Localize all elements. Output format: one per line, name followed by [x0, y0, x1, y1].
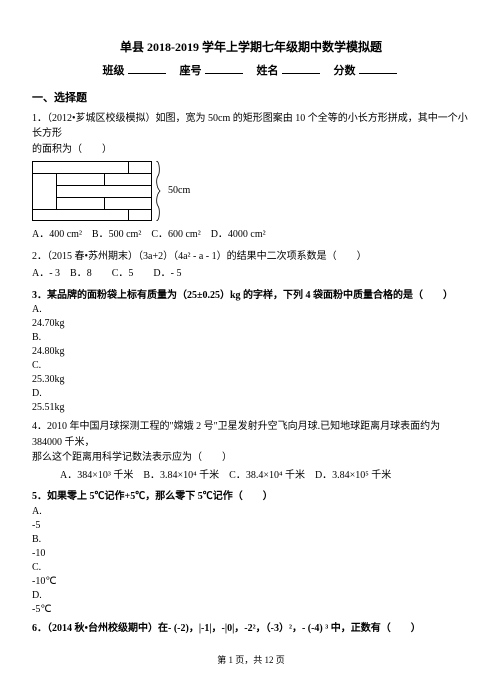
q1-brace [154, 161, 162, 221]
section-heading-1: 一、选择题 [32, 90, 470, 107]
q5-optA-label: A. [32, 505, 470, 519]
q3-optA-label: A. [32, 303, 470, 317]
name-blank [282, 63, 320, 74]
question-5: 5．如果零上 5℃记作+5℃，那么零下 5℃记作（ ） A. -5 B. -10… [32, 489, 470, 617]
seat-label: 座号 [180, 65, 202, 77]
q5-optD: -5℃ [32, 603, 470, 617]
q5-optD-label: D. [32, 589, 470, 603]
q3-stem: 3．某品牌的面粉袋上标有质量为（25±0.25）kg 的字样，下列 4 袋面粉中… [32, 288, 470, 304]
q1-vline-4 [104, 173, 105, 185]
q4-stem-b: 那么这个距离用科学记数法表示应为（ ） [32, 450, 470, 466]
q1-vline-1 [56, 173, 57, 209]
q3-optB-label: B. [32, 331, 470, 345]
q3-optD-label: D. [32, 387, 470, 401]
q2-options: A．- 3 B．8 C．5 D．- 5 [32, 266, 470, 282]
q5-optB: -10 [32, 547, 470, 561]
q1-rect-outer [32, 161, 152, 221]
brace-icon [154, 161, 162, 221]
q1-stem-b: 的面积为（ ） [32, 142, 470, 158]
q5-optA: -5 [32, 519, 470, 533]
q1-hline-4 [32, 209, 152, 210]
seat-blank [205, 63, 243, 74]
question-6: 6．（2014 秋•台州校级期中）在- (-2)，|-1|，-|0|，-2²，（… [32, 621, 470, 637]
q1-options: A．400 cm² B．500 cm² C．600 cm² D．4000 cm² [32, 227, 470, 243]
header-line: 班级 座号 姓名 分数 [32, 63, 470, 80]
class-blank [128, 63, 166, 74]
q3-optC-label: C. [32, 359, 470, 373]
q1-stem-a: 1．（2012•芗城区校级模拟）如图，宽为 50cm 的矩形图案由 10 个全等… [32, 111, 470, 142]
q3-optB: 24.80kg [32, 345, 470, 359]
score-label: 分数 [334, 65, 356, 77]
q1-hline-2 [56, 185, 152, 186]
q4-stem-a: 4．2010 年中国月球探测工程的"嫦娥 2 号"卫星发射升空飞向月球.已知地球… [32, 419, 470, 450]
q4-options: A．384×10³ 千米 B．3.84×10⁴ 千米 C．38.4×10⁴ 千米… [32, 468, 470, 484]
q2-stem: 2．（2015 春•苏州期末）（3a+2）（4a² - a - 1）的结果中二次… [32, 249, 470, 265]
page-title: 单县 2018-2019 学年上学期七年级期中数学模拟题 [32, 38, 470, 57]
page-footer: 第 1 页，共 12 页 [32, 654, 470, 668]
q3-optD: 25.51kg [32, 401, 470, 415]
q1-vline-3 [128, 209, 129, 221]
q1-hline-1 [32, 173, 152, 174]
question-2: 2．（2015 春•苏州期末）（3a+2）（4a² - a - 1）的结果中二次… [32, 249, 470, 282]
q3-optA: 24.70kg [32, 317, 470, 331]
score-blank [359, 63, 397, 74]
name-label: 姓名 [257, 65, 279, 77]
q1-figure [32, 161, 152, 221]
q1-vline-2 [128, 161, 129, 173]
question-4: 4．2010 年中国月球探测工程的"嫦娥 2 号"卫星发射升空飞向月球.已知地球… [32, 419, 470, 483]
q5-optC-label: C. [32, 561, 470, 575]
q6-stem: 6．（2014 秋•台州校级期中）在- (-2)，|-1|，-|0|，-2²，（… [32, 621, 470, 637]
question-3: 3．某品牌的面粉袋上标有质量为（25±0.25）kg 的字样，下列 4 袋面粉中… [32, 288, 470, 416]
q1-vline-5 [104, 197, 105, 209]
q5-optC: -10℃ [32, 575, 470, 589]
q1-figure-row: 50cm [32, 161, 470, 221]
q3-optC: 25.30kg [32, 373, 470, 387]
question-1: 1．（2012•芗城区校级模拟）如图，宽为 50cm 的矩形图案由 10 个全等… [32, 111, 470, 243]
class-label: 班级 [103, 65, 125, 77]
q5-stem: 5．如果零上 5℃记作+5℃，那么零下 5℃记作（ ） [32, 489, 470, 505]
q5-optB-label: B. [32, 533, 470, 547]
q1-dim-label: 50cm [168, 183, 190, 199]
